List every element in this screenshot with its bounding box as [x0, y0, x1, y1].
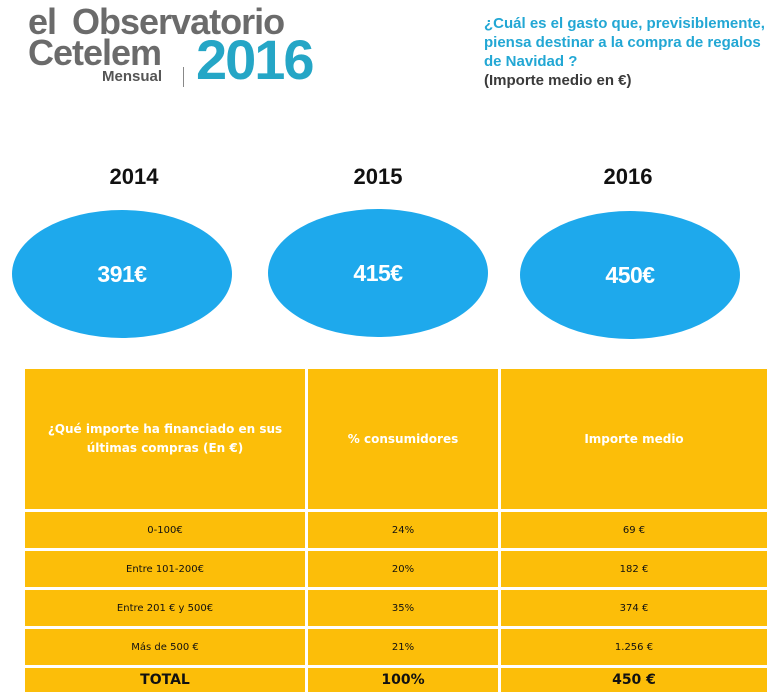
- year-label: 2016: [603, 164, 653, 189]
- year-2015-block: 2015: [262, 162, 494, 192]
- table-row: Más de 500 € 21% 1.256 €: [25, 629, 767, 665]
- row-percent: 24%: [308, 512, 498, 548]
- survey-question: ¿Cuál es el gasto que, previsiblemente, …: [484, 14, 770, 90]
- row-average: 1.256 €: [501, 629, 767, 665]
- logo-observatorio: Observatorio: [72, 1, 285, 42]
- year-label: 2015: [353, 164, 403, 189]
- year-label: 2014: [109, 164, 159, 189]
- header-amount-financed: ¿Qué importe ha financiado en sus última…: [25, 369, 305, 509]
- amount-value: 391€: [97, 260, 147, 287]
- amount-value: 450€: [605, 261, 655, 288]
- amount-ellipse-2015: 415€: [268, 209, 488, 337]
- row-average: 69 €: [501, 512, 767, 548]
- row-range: Más de 500 €: [25, 629, 305, 665]
- total-label: TOTAL: [25, 668, 305, 692]
- row-percent: 21%: [308, 629, 498, 665]
- amount-ellipse-2014: 391€: [12, 210, 232, 338]
- row-average: 374 €: [501, 590, 767, 626]
- total-percent: 100%: [308, 668, 498, 692]
- question-text: ¿Cuál es el gasto que, previsiblemente, …: [484, 15, 765, 70]
- row-range: Entre 201 € y 500€: [25, 590, 305, 626]
- logo-prefix: el: [28, 1, 57, 42]
- question-subtitle: (Importe medio en €): [484, 72, 632, 89]
- amount-ellipse-2016: 450€: [520, 211, 740, 339]
- table-row: Entre 101-200€ 20% 182 €: [25, 551, 767, 587]
- logo-year: 2016: [196, 28, 315, 91]
- year-2014-block: 2014: [18, 162, 250, 192]
- observatorio-cetelem-logo: el Observatorio Cetelem Mensual 2016: [28, 0, 338, 95]
- row-percent: 20%: [308, 551, 498, 587]
- table-row: Entre 201 € y 500€ 35% 374 €: [25, 590, 767, 626]
- row-range: Entre 101-200€: [25, 551, 305, 587]
- header-average-amount: Importe medio: [501, 369, 767, 509]
- logo-cetelem: Cetelem: [28, 32, 162, 73]
- table-total-row: TOTAL 100% 450 €: [25, 668, 767, 692]
- logo-separator: [183, 67, 184, 87]
- table-header-row: ¿Qué importe ha financiado en sus última…: [25, 369, 767, 509]
- row-percent: 35%: [308, 590, 498, 626]
- header-percent-consumers: % consumidores: [308, 369, 498, 509]
- year-2016-block: 2016: [512, 162, 744, 192]
- total-average: 450 €: [501, 668, 767, 692]
- financing-table: ¿Qué importe ha financiado en sus última…: [22, 366, 770, 695]
- amount-value: 415€: [353, 259, 403, 286]
- logo-edition: Mensual: [102, 68, 163, 85]
- row-range: 0-100€: [25, 512, 305, 548]
- table-row: 0-100€ 24% 69 €: [25, 512, 767, 548]
- row-average: 182 €: [501, 551, 767, 587]
